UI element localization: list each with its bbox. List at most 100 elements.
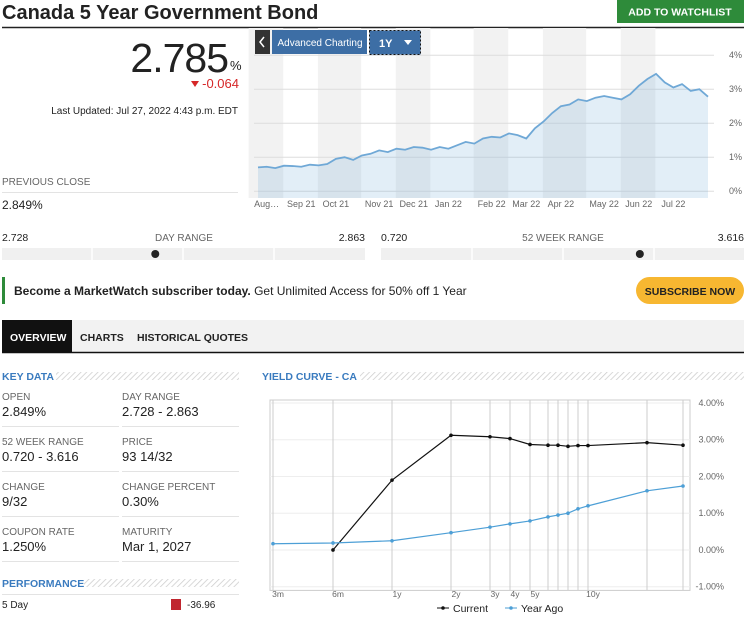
band — [395, 28, 431, 198]
period-select[interactable] — [369, 30, 421, 55]
point — [645, 440, 649, 445]
watchlist-label[interactable]: ADD TO WATCHLIST — [628, 7, 732, 19]
point — [576, 443, 580, 448]
point — [546, 515, 550, 519]
day-range-label: DAY RANGE — [155, 233, 213, 244]
performance-label: 5 Day — [2, 600, 28, 611]
point — [546, 443, 550, 448]
week52-high: 3.616 — [718, 232, 744, 244]
series-line — [272, 485, 684, 545]
y-tick-label: 3% — [729, 84, 742, 94]
band — [317, 28, 362, 198]
key-value: 0.720 - 3.616 — [2, 449, 79, 464]
tab[interactable]: CHARTS — [80, 332, 124, 344]
tab-active[interactable] — [2, 320, 72, 353]
heading-hatch — [84, 579, 239, 587]
y-tick-label: 3.00% — [698, 435, 724, 445]
x-tick-label: Jan 22 — [435, 199, 462, 209]
promo-offer: Get Unlimited Access for 50% off 1 Year — [251, 284, 467, 298]
range-marker — [151, 250, 160, 258]
x-tick-label: 2y — [452, 589, 462, 599]
x-tick-label: Jul 22 — [661, 199, 685, 209]
x-tick-label: Oct 21 — [323, 199, 350, 209]
period-label[interactable]: 1Y — [379, 38, 393, 50]
x-tick-label: Aug… — [254, 199, 279, 209]
y-tick-label: 0% — [729, 186, 742, 196]
title: Canada 5 Year Government Bond — [2, 2, 318, 24]
promo-bold: Become a MarketWatch subscriber today. — [14, 284, 251, 298]
point — [449, 530, 453, 535]
key-value: 1.250% — [2, 539, 47, 554]
heading-hatch — [56, 372, 239, 380]
key-label: CHANGE — [2, 482, 45, 493]
x-tick-label: 1y — [393, 589, 403, 599]
key-value: 93 14/32 — [122, 449, 173, 464]
performance-title: PERFORMANCE — [2, 578, 84, 590]
down-arrow — [191, 81, 199, 87]
key-label: PRICE — [122, 437, 153, 448]
previous-close-value: 2.849% — [2, 198, 43, 212]
key-value: 2.728 - 2.863 — [122, 404, 199, 419]
x-tick-label: 3m — [272, 589, 284, 599]
collapse-button[interactable] — [255, 30, 270, 54]
point — [566, 511, 570, 516]
yield-chart: -1.00% 0.00% 1.00% 2.00% 3.00% 4.00% 3m 6m 1y 2y 3… — [269, 398, 724, 615]
y-tick-label: 2.00% — [698, 471, 724, 481]
x-tick-label: 10y — [586, 589, 600, 599]
point — [390, 478, 394, 482]
point — [586, 443, 590, 448]
day-range-high: 2.863 — [339, 232, 365, 244]
performance-swatch — [171, 599, 181, 610]
subscribe-button[interactable] — [636, 277, 744, 304]
key-data-title: KEY DATA — [2, 371, 54, 383]
key-value: 0.30% — [122, 494, 159, 509]
key-label: MATURITY — [122, 527, 173, 538]
point — [390, 538, 394, 543]
heading-hatch — [360, 372, 744, 380]
promo-accent — [2, 277, 5, 304]
key-label: DAY RANGE — [122, 392, 180, 403]
performance-value: -36.96 — [187, 600, 216, 611]
key-value: Mar 1, 2027 — [122, 539, 191, 554]
band — [620, 28, 656, 198]
advanced-button[interactable] — [272, 30, 367, 54]
range-marker — [635, 250, 644, 258]
watchlist-button[interactable] — [617, 0, 744, 23]
band — [473, 28, 509, 198]
band — [542, 28, 587, 198]
price-unit: % — [230, 58, 242, 73]
x-tick-label: 4y — [511, 589, 521, 599]
point — [271, 541, 275, 546]
price: 2.785 — [130, 35, 228, 81]
y-tick-label: 4% — [729, 50, 742, 60]
point — [528, 519, 532, 523]
dropdown-arrow — [404, 40, 412, 45]
legend-label: Year Ago — [521, 603, 563, 615]
tab[interactable]: OVERVIEW — [10, 332, 66, 344]
point — [681, 443, 685, 448]
area — [258, 73, 708, 198]
key-label: CHANGE PERCENT — [122, 482, 215, 493]
legend-dot — [441, 606, 445, 610]
x-tick-label: Mar 22 — [512, 199, 540, 209]
line — [257, 72, 709, 169]
advanced-label[interactable]: Advanced Charting — [277, 38, 362, 49]
point — [566, 444, 570, 449]
price-change: -0.064 — [202, 76, 239, 91]
point — [488, 434, 492, 439]
tab[interactable]: HISTORICAL QUOTES — [137, 332, 248, 344]
week52-low: 0.720 — [381, 232, 407, 244]
chevron — [259, 36, 265, 48]
point — [449, 433, 453, 438]
x-tick-label: Nov 21 — [365, 199, 394, 209]
point — [508, 522, 512, 526]
x-tick-label: Feb 22 — [478, 199, 506, 209]
point — [528, 442, 532, 447]
previous-close-label: PREVIOUS CLOSE — [2, 177, 91, 188]
point — [645, 488, 649, 493]
subscribe-label[interactable]: SUBSCRIBE NOW — [645, 286, 736, 298]
x-tick-label: 3y — [491, 589, 501, 599]
point — [576, 507, 580, 511]
band — [248, 28, 284, 198]
